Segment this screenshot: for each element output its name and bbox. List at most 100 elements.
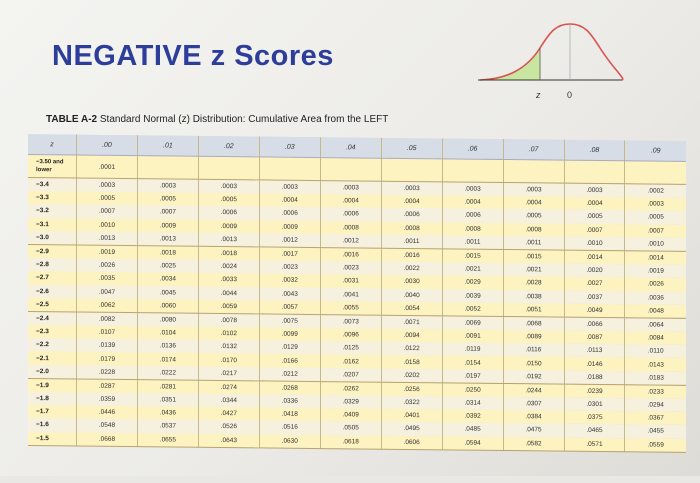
table-cell: .0367: [624, 411, 686, 426]
table-cell: .0018: [198, 246, 260, 261]
table-cell: .0069: [442, 315, 504, 331]
table-cell: .0262: [320, 381, 382, 396]
table-cell: .0060: [137, 298, 199, 314]
table-cell: .0005: [137, 192, 199, 207]
table-cell: .0485: [442, 422, 504, 437]
table-cell: .0001: [76, 155, 138, 179]
table-cell: .0003: [381, 181, 443, 196]
row-z-value: −2.2: [28, 338, 77, 352]
table-cell: .0007: [137, 205, 199, 220]
table-body: −3.50 and lower .0001 −3.4.0003.0003.0003.…: [28, 154, 686, 453]
table-cell: .0051: [503, 302, 564, 317]
header-col-2: .01: [137, 135, 199, 157]
table-description: Standard Normal (z) Distribution: Cumula…: [99, 114, 389, 125]
table-cell: .0080: [137, 312, 199, 327]
table-cell: .0003: [564, 183, 625, 198]
table-cell: .0068: [503, 316, 564, 331]
table-cell: .0034: [137, 272, 199, 287]
table-cell: .0559: [624, 437, 686, 453]
table-cell: .0222: [137, 365, 199, 381]
table-cell: .0031: [320, 274, 382, 289]
table-cell: .0643: [198, 433, 260, 448]
table-cell: [442, 158, 504, 183]
row-z-value: −3.50 and lower: [28, 154, 77, 179]
table-cell: .0012: [259, 233, 321, 248]
row-z-value: −2.4: [28, 311, 77, 326]
table-cell: .0244: [503, 383, 564, 398]
table-cell: .0054: [381, 301, 443, 316]
table-cell: .0465: [564, 423, 625, 438]
table-cell: .0091: [442, 329, 504, 344]
table-cell: .0110: [624, 344, 686, 359]
table-cell: .0087: [564, 330, 625, 345]
table-cell: .0016: [320, 247, 382, 262]
table-cell: .0113: [564, 343, 625, 358]
table-cell: .0015: [442, 248, 504, 264]
header-col-3: .02: [198, 135, 260, 157]
table-cell: .0314: [442, 396, 504, 411]
header-col-6: .05: [381, 137, 443, 159]
table-cell: .0003: [503, 182, 564, 197]
row-z-value: −2.7: [28, 271, 77, 286]
table-cell: .0158: [381, 355, 443, 369]
table-cell: .0005: [76, 191, 138, 206]
table-cell: .0336: [259, 394, 321, 409]
header-col-1: .00: [76, 134, 138, 156]
row-z-value: −3.1: [28, 217, 77, 232]
table-cell: .0630: [259, 433, 321, 449]
table-cell: .0019: [624, 264, 686, 279]
table-cell: .0026: [76, 258, 138, 273]
table-cell: .0026: [624, 277, 686, 292]
table-cell: .0062: [76, 298, 138, 313]
table-cell: .0030: [381, 275, 443, 289]
table-cell: .0096: [320, 328, 382, 342]
row-z-value: −2.8: [28, 258, 77, 272]
table-cell: .0116: [503, 343, 564, 358]
table-cell: .0004: [259, 193, 321, 208]
row-z-value: −3.4: [28, 177, 77, 192]
table-cell: .0197: [442, 368, 504, 384]
table-cell: [503, 159, 564, 184]
table-cell: .0146: [564, 357, 625, 371]
table-cell: .0010: [564, 236, 625, 251]
table-cell: .0516: [259, 420, 321, 435]
table-cell: .0455: [624, 424, 686, 439]
table-cell: .0035: [76, 271, 138, 286]
table-cell: .0025: [137, 259, 199, 274]
table-cell: .0150: [503, 356, 564, 371]
table-cell: .0618: [320, 434, 382, 449]
table-cell: .0268: [259, 380, 321, 396]
table-cell: [259, 156, 321, 181]
table-cell: .0003: [259, 179, 321, 195]
table-cell: .0048: [624, 303, 686, 319]
table-cell: .0183: [624, 370, 686, 386]
table-cell: .0008: [320, 220, 382, 235]
row-z-value: −1.9: [28, 378, 77, 393]
table-cell: [320, 157, 382, 182]
table-cell: [624, 160, 686, 185]
table-cell: .0006: [259, 206, 321, 221]
table-cell: .0129: [259, 340, 321, 355]
row-z-value: −2.6: [28, 284, 77, 299]
table-cell: .0384: [503, 410, 564, 424]
table-cell: .0294: [624, 398, 686, 413]
table-cell: .0281: [137, 379, 199, 394]
table-cell: .0401: [381, 408, 443, 423]
table-cell: .0089: [503, 330, 564, 344]
table-cell: [381, 158, 443, 182]
table-cell: .0032: [259, 273, 321, 288]
table-cell: .0003: [198, 179, 260, 194]
header-col-8: .07: [503, 138, 564, 161]
table-cell: .0188: [564, 370, 625, 385]
table-cell: .0040: [381, 288, 443, 303]
table-cell: .0287: [76, 378, 138, 394]
table-cell: .0052: [442, 302, 504, 317]
table-cell: .0004: [564, 196, 625, 211]
table-cell: .0084: [624, 331, 686, 346]
table-cell: .0003: [76, 178, 138, 193]
table-cell: .0005: [198, 192, 260, 207]
table-cell: .0655: [137, 432, 199, 448]
table-cell: .0495: [381, 422, 443, 436]
table-cell: .0055: [320, 300, 382, 316]
row-z-value: −3.2: [28, 204, 77, 219]
